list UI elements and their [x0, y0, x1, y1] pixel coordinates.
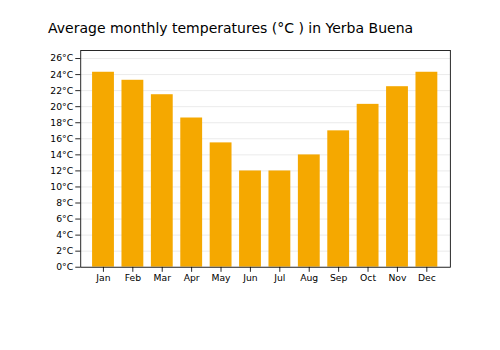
- svg-text:24°C: 24°C: [50, 69, 73, 80]
- svg-text:May: May: [211, 272, 231, 283]
- svg-text:22°C: 22°C: [50, 85, 73, 96]
- svg-text:10°C: 10°C: [50, 181, 73, 192]
- svg-text:Feb: Feb: [125, 272, 141, 283]
- svg-text:20°C: 20°C: [50, 101, 73, 112]
- svg-text:Mar: Mar: [154, 272, 172, 283]
- svg-text:18°C: 18°C: [50, 117, 73, 128]
- svg-text:8°C: 8°C: [56, 197, 73, 208]
- svg-text:Jun: Jun: [242, 272, 258, 283]
- svg-text:Apr: Apr: [184, 272, 200, 283]
- svg-text:2°C: 2°C: [56, 245, 73, 256]
- svg-text:12°C: 12°C: [50, 165, 73, 176]
- svg-text:Sep: Sep: [330, 272, 348, 283]
- svg-text:Aug: Aug: [300, 272, 318, 283]
- svg-text:Jan: Jan: [95, 272, 110, 283]
- svg-text:Jul: Jul: [273, 272, 285, 283]
- svg-text:26°C: 26°C: [50, 52, 73, 63]
- svg-text:14°C: 14°C: [50, 149, 73, 160]
- svg-text:Oct: Oct: [360, 272, 376, 283]
- svg-text:Nov: Nov: [388, 272, 407, 283]
- svg-text:4°C: 4°C: [56, 229, 73, 240]
- svg-text:0°C: 0°C: [56, 261, 73, 272]
- html-text:Average monthly temperatures (: Average monthly temperatures (°C ) in Ye…: [48, 20, 414, 36]
- svg-text:16°C: 16°C: [50, 133, 73, 144]
- svg-text:Dec: Dec: [418, 272, 436, 283]
- svg-text:6°C: 6°C: [56, 213, 73, 224]
